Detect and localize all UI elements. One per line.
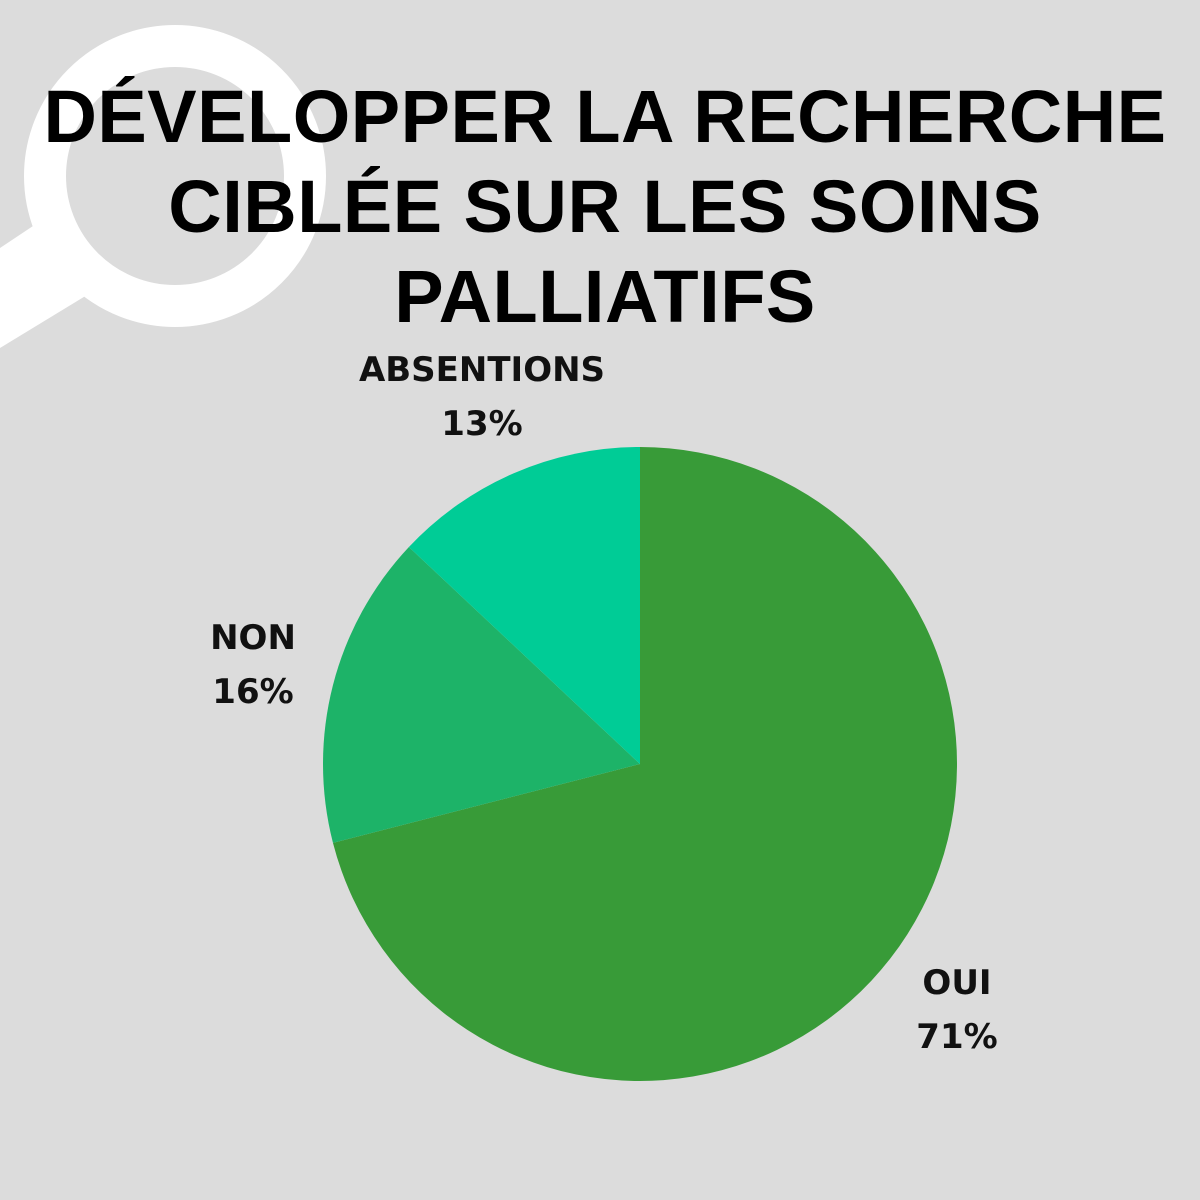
chart-title: DÉVELOPPER LA RECHERCHE CIBLÉE SUR LES S… — [40, 72, 1170, 342]
slice-name: NON — [210, 618, 296, 658]
slice-label-oui: OUI 71% — [916, 956, 997, 1064]
slice-name: ABSENTIONS — [358, 350, 606, 390]
slice-label-non: NON 16% — [210, 611, 296, 719]
pie-slice-non — [323, 546, 640, 843]
slice-percent: 13% — [441, 404, 523, 444]
slice-percent: 71% — [916, 1017, 998, 1057]
magnifying-glass-handle — [0, 220, 92, 348]
title-line: DÉVELOPPER LA RECHERCHE — [43, 75, 1167, 158]
slice-percent: 16% — [212, 672, 294, 712]
slice-name: OUI — [922, 963, 992, 1003]
title-line: CIBLÉE SUR LES SOINS — [168, 165, 1042, 248]
pie-slice-absentions — [408, 447, 640, 764]
title-line: PALLIATIFS — [394, 255, 816, 338]
slice-label-absentions: ABSENTIONS 13% — [359, 343, 605, 451]
pie-slice-oui — [332, 447, 958, 1081]
magnifying-glass-lens — [24, 25, 326, 327]
